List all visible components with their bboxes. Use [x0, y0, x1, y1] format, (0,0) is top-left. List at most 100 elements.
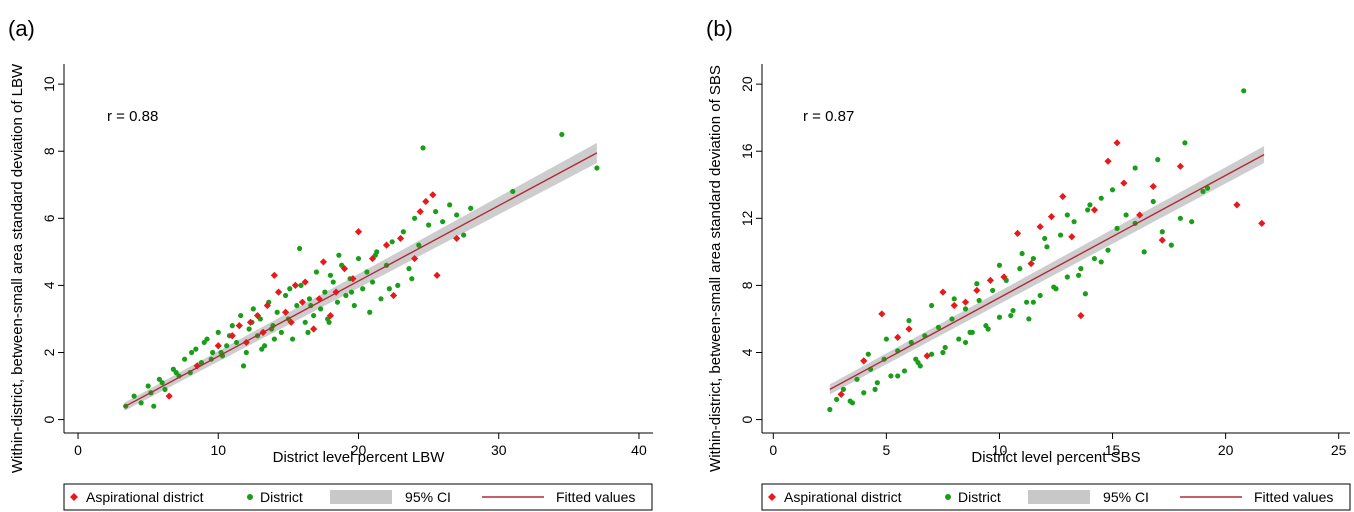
district-point	[1064, 274, 1070, 280]
aspirational-point	[1068, 233, 1076, 241]
x-tick-label: 15	[1105, 442, 1121, 458]
aspirational-point	[349, 275, 357, 283]
legend-fit-label: Fitted values	[1254, 489, 1333, 505]
aspirational-point	[1059, 192, 1067, 201]
district-point	[559, 131, 565, 138]
district-point	[1057, 232, 1064, 238]
aspirational-point	[939, 288, 947, 296]
x-tick-label: 20	[351, 442, 367, 458]
district-point	[1026, 316, 1032, 322]
aspirational-point	[1158, 236, 1166, 244]
district-point	[411, 215, 418, 221]
district-point	[367, 309, 373, 315]
district-point	[215, 329, 221, 335]
district-point	[888, 373, 894, 379]
legend-ci-swatch	[330, 490, 392, 504]
district-point	[827, 406, 833, 413]
district-point	[433, 209, 439, 215]
aspirational-point	[878, 310, 886, 318]
district-point	[1078, 266, 1084, 272]
district-point	[917, 363, 923, 369]
y-tick-label: 0	[41, 415, 57, 423]
district-point	[322, 289, 328, 295]
aspirational-point	[193, 362, 201, 370]
district-point	[1105, 247, 1111, 253]
district-point	[426, 222, 432, 228]
district-point	[967, 329, 973, 335]
aspirational-point	[263, 301, 271, 310]
x-tick-label: 25	[1331, 442, 1347, 458]
aspirational-point	[396, 234, 405, 243]
aspirational-point	[368, 254, 377, 263]
district-point	[849, 400, 856, 406]
district-point	[908, 339, 914, 346]
district-point	[854, 376, 860, 382]
aspirational-point	[340, 265, 349, 273]
aspirational-point	[1077, 311, 1085, 320]
district-point	[1123, 212, 1129, 218]
y-tick-label: 6	[41, 214, 57, 222]
y-tick-label: 4	[41, 281, 57, 289]
aspirational-point	[165, 392, 173, 400]
district-point	[1087, 202, 1093, 208]
fitted-line	[829, 153, 1265, 391]
aspirational-point	[319, 258, 328, 266]
district-point	[229, 323, 235, 329]
district-point	[1064, 212, 1070, 218]
aspirational-point	[1136, 211, 1144, 219]
district-point	[250, 306, 256, 312]
y-tick-label: 16	[739, 143, 755, 159]
legend-ci-label: 95% CI	[1103, 489, 1149, 505]
aspirational-point	[1027, 259, 1035, 268]
y-tick-label: 2	[41, 348, 57, 356]
district-point	[834, 396, 840, 403]
district-point	[974, 281, 980, 287]
district-point	[1030, 255, 1036, 262]
district-point	[1044, 244, 1050, 250]
district-point	[1019, 250, 1025, 257]
aspirational-point	[1000, 273, 1008, 281]
district-point	[1204, 185, 1211, 191]
district-point	[364, 269, 370, 275]
aspirational-point	[986, 276, 995, 284]
district-point	[318, 306, 324, 312]
district-point	[182, 356, 188, 362]
aspirational-point	[389, 291, 398, 300]
aspirational-point	[950, 301, 958, 310]
district-point	[1150, 198, 1156, 205]
district-point	[1155, 157, 1161, 163]
district-point	[240, 363, 247, 369]
legend-district-label: District	[260, 489, 303, 505]
aspirational-point	[433, 271, 441, 279]
district-point	[416, 242, 422, 248]
district-point	[461, 232, 467, 238]
district-point	[1189, 219, 1195, 225]
chart-panel-b: (b) 0 5 10 15 20 25 0 4 8 12 16 20 District level per…	[706, 16, 1351, 511]
district-point	[420, 145, 426, 151]
aspirational-point	[214, 342, 222, 350]
legend-fit-label: Fitted values	[556, 489, 635, 505]
district-point	[386, 286, 392, 292]
district-point	[198, 359, 205, 366]
district-point	[334, 299, 341, 305]
aspirational-point	[301, 278, 309, 286]
district-point	[193, 346, 199, 352]
y-tick-label: 20	[739, 76, 755, 92]
district-point	[243, 349, 249, 356]
district-point	[159, 380, 165, 386]
district-point	[336, 252, 342, 258]
aspirational-point	[416, 208, 424, 216]
district-point	[298, 282, 304, 288]
district-point	[302, 319, 308, 325]
aspirational-point	[1036, 223, 1044, 231]
aspirational-point	[429, 191, 437, 199]
y-axis-label: Within-district, between-small area stan…	[9, 63, 26, 473]
aspirational-point	[1047, 213, 1056, 221]
district-point	[409, 276, 415, 282]
district-point	[210, 349, 216, 356]
y-tick-label: 8	[739, 281, 755, 289]
district-point	[189, 349, 195, 356]
district-point	[1159, 229, 1165, 235]
district-point	[594, 165, 600, 171]
aspirational-point	[860, 357, 868, 365]
